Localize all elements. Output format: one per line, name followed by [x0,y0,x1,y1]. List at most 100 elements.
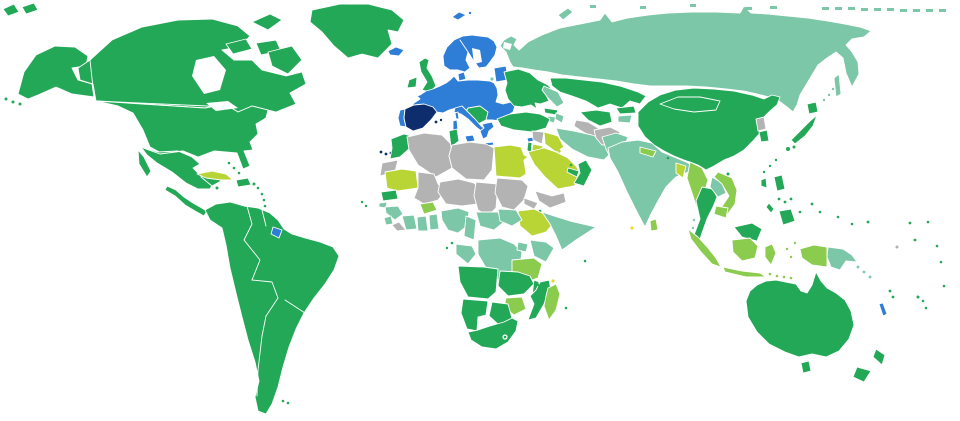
island-dot [252,182,256,186]
region-madagascar [543,283,561,321]
region-greece [479,121,495,140]
island-dot [515,254,519,258]
island-dot [793,241,797,245]
region-kuwait [557,149,561,153]
lesser-sunda-islands [768,241,797,280]
region-nz-north-island [872,348,886,366]
island-dot [868,275,872,279]
region-central-america [164,185,208,217]
region-seychelles [551,279,555,283]
island-dot [856,265,860,269]
region-bangladesh [675,162,687,179]
island-dot [789,255,793,259]
island-dot [691,226,695,230]
island-dot [921,299,925,303]
island-dot [364,204,368,208]
region-tajikistan [617,114,633,124]
region-hokkaido [806,101,819,115]
region-ireland [406,76,418,89]
region-hainan [726,172,730,176]
region-ukraine-belarus [503,68,555,110]
island-dot [798,210,802,214]
region-greenland [309,3,405,59]
island-dot [942,284,946,288]
gulf-of-guinea-islands [445,241,454,250]
island-dash [926,9,933,12]
island-dot [262,198,266,202]
island-dot [810,202,814,206]
region-cambodia [713,205,729,219]
island-dot [762,170,766,174]
region-lesotho [503,335,507,339]
island-dash [770,6,777,9]
island-dot [836,215,840,219]
region-sakhalin [833,73,842,98]
island-dot [888,289,892,293]
region-sicily [464,134,476,143]
region-nepal [639,146,657,158]
island-dot [237,171,241,175]
island-dot [468,11,472,15]
border-line [261,297,279,337]
border-line [261,209,267,227]
region-yemen [534,190,567,209]
island-dot [783,200,787,204]
region-burkina-faso [419,201,438,215]
region-kazakhstan [549,77,647,109]
island-dot [775,274,779,278]
region-kenya [529,239,555,263]
region-central-african-republic [475,211,505,231]
region-scandinavia [442,34,498,73]
region-arctic-fragment-1 [2,3,20,17]
region-french-guiana [270,226,283,239]
region-uzbekistan [579,109,613,127]
region-svalbard [451,11,467,21]
island-dot [786,147,790,151]
arctic-archipelago-dashes [590,4,946,12]
region-uk [418,57,437,93]
falkland-islands [281,399,290,405]
region-baja-california [137,149,152,178]
island-dot [256,186,260,190]
region-tasmania [800,360,812,374]
region-baffin-island [267,45,303,75]
region-arctic-fragment-2 [21,2,39,15]
island-dot [939,260,943,264]
region-nauru [895,245,899,249]
region-sulawesi [764,243,777,266]
region-sardinia [452,119,459,132]
island-dot [450,241,454,245]
island-dot [4,97,8,101]
region-ghana [416,215,429,232]
island-dot [536,283,540,287]
island-dot [384,152,388,156]
region-sudan [494,177,529,211]
island-dot [232,166,236,170]
region-sumatra [687,228,722,268]
island-dot [908,221,912,225]
island-dot [439,118,443,122]
island-dot [263,204,267,208]
region-azerbaijan [554,112,565,124]
island-dot [924,306,928,310]
region-gabon-congo [455,243,477,265]
region-zambia [497,270,535,297]
region-togo-benin [428,213,440,231]
region-uae [566,167,580,178]
region-hispaniola [235,177,252,188]
island-dot [227,161,231,165]
island-dot [891,295,895,299]
island-dot [850,222,854,226]
region-senegal [380,189,399,202]
island-dash [861,8,868,11]
region-angola [457,265,499,300]
island-dot [913,238,917,242]
region-kalimantan [731,237,759,262]
island-dot [782,275,786,279]
pacific-islands [798,202,946,310]
region-turkey [496,111,551,133]
island-dot [777,197,781,201]
island-dot [862,270,866,274]
island-dot [445,246,449,250]
